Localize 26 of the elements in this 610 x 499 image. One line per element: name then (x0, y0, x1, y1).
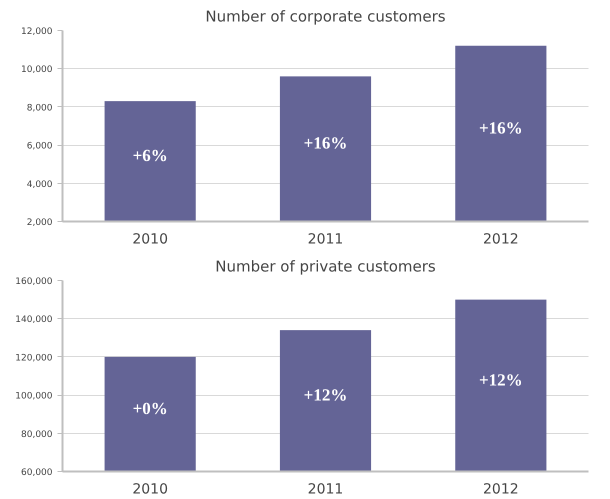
chart-title: Number of corporate customers (205, 8, 446, 26)
y-tick-label: 80,000 (21, 430, 53, 440)
annotation: +6% (132, 146, 168, 166)
annotation: +12% (478, 370, 523, 390)
y-tick-label: 2,000 (26, 218, 53, 228)
x-tick-label: 2010 (132, 482, 168, 498)
y-tick-label: 4,000 (26, 180, 53, 190)
annotation: +16% (478, 118, 523, 138)
x-tick-label: 2011 (308, 482, 344, 498)
x-tick-label: 2012 (483, 482, 519, 498)
x-tick-label: 2010 (132, 232, 168, 248)
x-tick-label: 2011 (308, 232, 344, 248)
y-tick-label: 160,000 (15, 277, 53, 287)
chart-title: Number of private customers (215, 258, 436, 276)
y-tick-label: 10,000 (21, 65, 53, 76)
y-tick-label: 100,000 (15, 392, 53, 402)
y-tick-label: 8,000 (26, 103, 53, 114)
y-tick-label: 6,000 (26, 142, 53, 152)
y-tick-label: 140,000 (15, 315, 53, 326)
annotation: +12% (304, 386, 348, 405)
y-tick-label: 60,000 (21, 468, 53, 478)
annotation: +0% (132, 398, 168, 418)
y-tick-label: 12,000 (21, 27, 53, 37)
y-tick-label: 120,000 (15, 353, 53, 364)
annotation: +16% (304, 134, 348, 153)
x-tick-label: 2012 (483, 232, 519, 248)
